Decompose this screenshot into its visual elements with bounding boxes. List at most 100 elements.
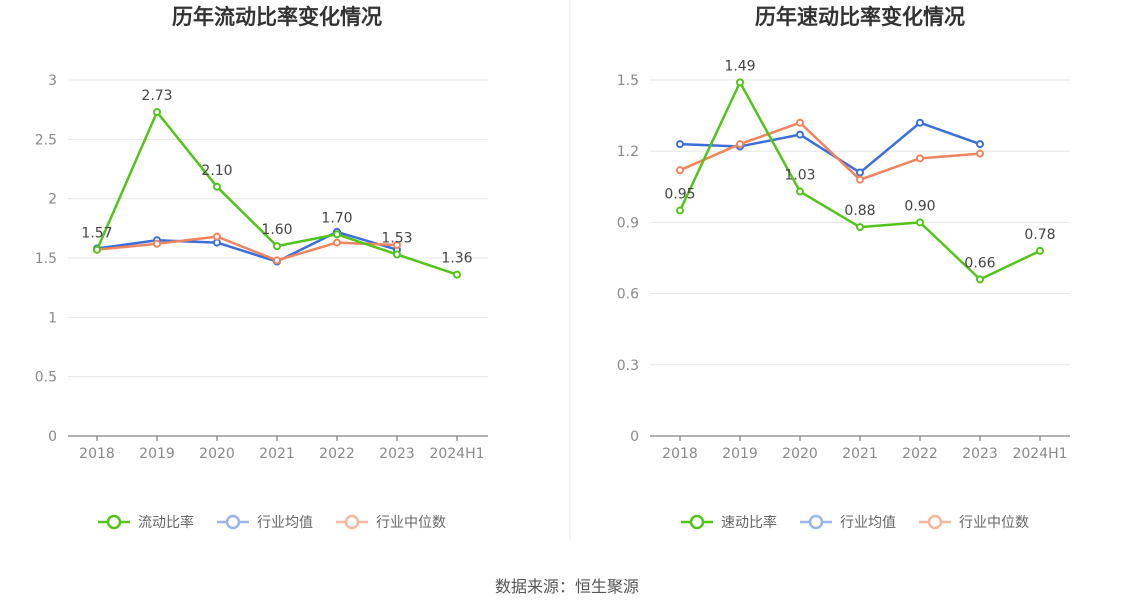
data-point: [676, 140, 684, 149]
data-point: [333, 238, 341, 247]
legend-swatch-marker: [927, 514, 943, 530]
source-note: 数据来源：恒生聚源: [495, 577, 639, 596]
data-point: [213, 232, 221, 241]
chart-panel-2: 历年速动比率变化情况 0 0.3 0.6 0.9 1.2 1.5 2018 2019 2020 20…: [617, 5, 1070, 531]
series-line-3: [679, 121, 981, 181]
data-label: 1.03: [784, 168, 815, 184]
x-tick-label: 2024H1: [429, 446, 484, 462]
x-tick-label: 2022: [319, 446, 355, 462]
data-label: 2.73: [141, 88, 172, 104]
data-point: [153, 108, 161, 117]
x-tick-label: 2020: [782, 446, 818, 462]
data-point: [676, 166, 684, 175]
legend-label: 行业均值: [257, 515, 313, 531]
legend-item: 行业中位数: [919, 514, 1029, 531]
x-tick-label: 2019: [139, 446, 175, 462]
legend-label: 行业均值: [840, 515, 896, 531]
data-label: 1.36: [441, 251, 472, 267]
legend-item: 速动比率: [681, 514, 777, 531]
data-label: 1.49: [724, 58, 755, 74]
x-tick-label: 2022: [902, 446, 938, 462]
data-label: 0.78: [1024, 227, 1055, 243]
x-tick-label: 2021: [259, 446, 295, 462]
data-point: [333, 230, 341, 239]
data-point: [976, 140, 984, 149]
y-tick-label: 3: [48, 73, 57, 89]
y-tick-label: 1.5: [617, 73, 639, 89]
series-line-1: [95, 110, 458, 276]
data-point: [393, 250, 401, 259]
legend-item: 行业均值: [217, 514, 313, 531]
data-point: [856, 175, 864, 184]
series-line-3: [96, 235, 398, 262]
chart-title: 历年速动比率变化情况: [755, 5, 965, 29]
data-point: [976, 275, 984, 284]
legend-label: 流动比率: [138, 514, 194, 531]
y-tick-label: 1.5: [35, 251, 57, 267]
x-tick-label: 2020: [199, 446, 235, 462]
legend-swatch-marker: [344, 514, 360, 530]
legend-swatch-marker: [225, 514, 241, 530]
y-tick-label: 0: [48, 429, 57, 445]
y-tick-label: 0.5: [35, 370, 57, 386]
legend-item: 流动比率: [98, 514, 194, 531]
data-point: [916, 218, 924, 227]
y-tick-label: 0.6: [617, 287, 639, 303]
data-point: [93, 245, 101, 254]
series-line-2: [679, 121, 981, 174]
legend-label: 速动比率: [721, 514, 777, 531]
legend-item: 行业中位数: [336, 514, 446, 531]
y-tick-label: 0.3: [617, 358, 639, 374]
data-label: 1.53: [381, 230, 412, 246]
x-tick-label: 2023: [962, 446, 998, 462]
data-point: [916, 154, 924, 163]
legend-label: 行业中位数: [376, 515, 446, 531]
data-point: [213, 182, 221, 191]
data-point: [453, 270, 461, 279]
data-point: [153, 239, 161, 248]
x-tick-label: 2024H1: [1012, 446, 1067, 462]
data-label: 1.57: [81, 226, 112, 242]
legend-swatch-marker: [808, 514, 824, 530]
y-tick-label: 2.5: [35, 132, 57, 148]
legend-swatch-marker: [106, 514, 122, 530]
x-tick-label: 2018: [79, 446, 115, 462]
y-tick-label: 1: [48, 310, 57, 326]
data-label: 0.88: [844, 203, 875, 219]
y-tick-label: 2: [48, 192, 57, 208]
series-line-2: [96, 230, 398, 263]
data-point: [736, 78, 744, 87]
y-tick-label: 0: [630, 429, 639, 445]
x-tick-label: 2019: [722, 446, 758, 462]
x-tick-label: 2021: [842, 446, 878, 462]
y-tick-label: 1.2: [617, 144, 639, 160]
data-point: [736, 140, 744, 149]
data-point: [976, 149, 984, 158]
x-tick-label: 2018: [662, 446, 698, 462]
data-label: 0.95: [664, 187, 695, 203]
data-point: [273, 256, 281, 265]
x-tick-label: 2023: [379, 446, 415, 462]
data-label: 2.10: [201, 163, 232, 179]
data-label: 0.90: [904, 198, 935, 214]
legend-item: 行业均值: [800, 514, 896, 531]
data-point: [796, 187, 804, 196]
chart-panel-1: 历年流动比率变化情况 0 0.5 1 1.5 2 2.5 3 2018 2019 2020 2021 2…: [35, 5, 488, 531]
legend-swatch-marker: [689, 514, 705, 530]
data-point: [273, 242, 281, 251]
data-point: [856, 168, 864, 177]
data-label: 0.66: [964, 255, 995, 271]
y-tick-label: 0.9: [617, 215, 639, 231]
data-point: [856, 223, 864, 232]
data-label: 1.60: [261, 222, 292, 238]
data-point: [796, 130, 804, 139]
data-point: [916, 118, 924, 127]
legend-label: 行业中位数: [959, 515, 1029, 531]
data-label: 1.70: [321, 210, 352, 226]
data-point: [676, 206, 684, 215]
data-point: [393, 240, 401, 249]
data-point: [1036, 246, 1044, 255]
chart-title: 历年流动比率变化情况: [172, 5, 382, 29]
data-point: [796, 118, 804, 127]
